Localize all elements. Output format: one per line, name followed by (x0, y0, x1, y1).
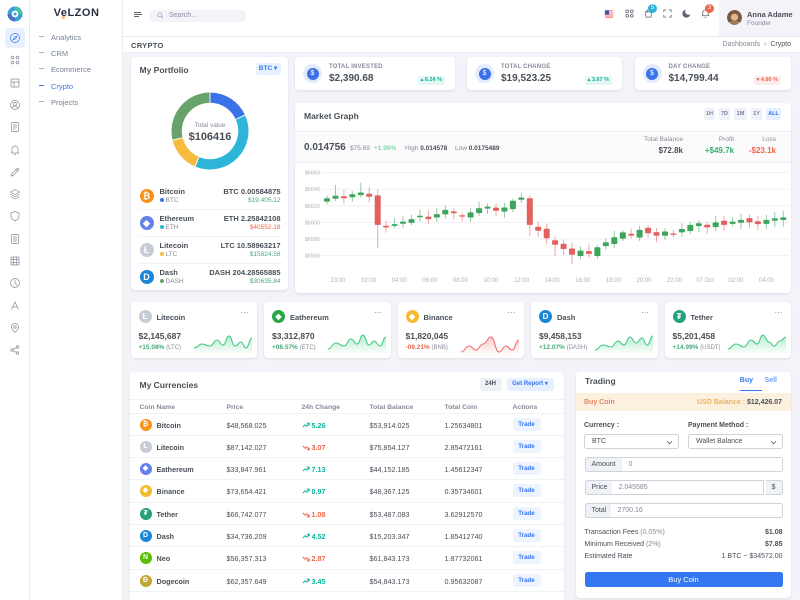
svg-text:04:00: 04:00 (392, 278, 408, 284)
svg-text:$6560: $6560 (305, 254, 320, 260)
svg-text:14:00: 14:00 (545, 278, 561, 284)
svg-text:18:00: 18:00 (606, 278, 622, 284)
svg-text:$6640: $6640 (305, 187, 320, 193)
svg-text:04:00: 04:00 (759, 278, 775, 284)
svg-text:$6660: $6660 (305, 171, 320, 177)
svg-text:23:00: 23:00 (330, 278, 346, 284)
svg-text:10:00: 10:00 (483, 278, 499, 284)
svg-text:Total value: Total value (194, 122, 225, 129)
svg-text:20:00: 20:00 (636, 278, 652, 284)
svg-text:$6620: $6620 (305, 204, 320, 210)
svg-text:02:00: 02:00 (361, 278, 377, 284)
svg-text:07 Oct: 07 Oct (696, 278, 714, 284)
svg-text:12:00: 12:00 (514, 278, 530, 284)
svg-text:$6580: $6580 (305, 237, 320, 243)
svg-text:16:00: 16:00 (575, 278, 591, 284)
svg-text:$106416: $106416 (188, 131, 231, 143)
svg-text:02:00: 02:00 (728, 278, 744, 284)
svg-text:08:00: 08:00 (453, 278, 469, 284)
svg-text:06:00: 06:00 (422, 278, 438, 284)
svg-text:22:00: 22:00 (667, 278, 683, 284)
svg-text:$6600: $6600 (305, 220, 320, 226)
